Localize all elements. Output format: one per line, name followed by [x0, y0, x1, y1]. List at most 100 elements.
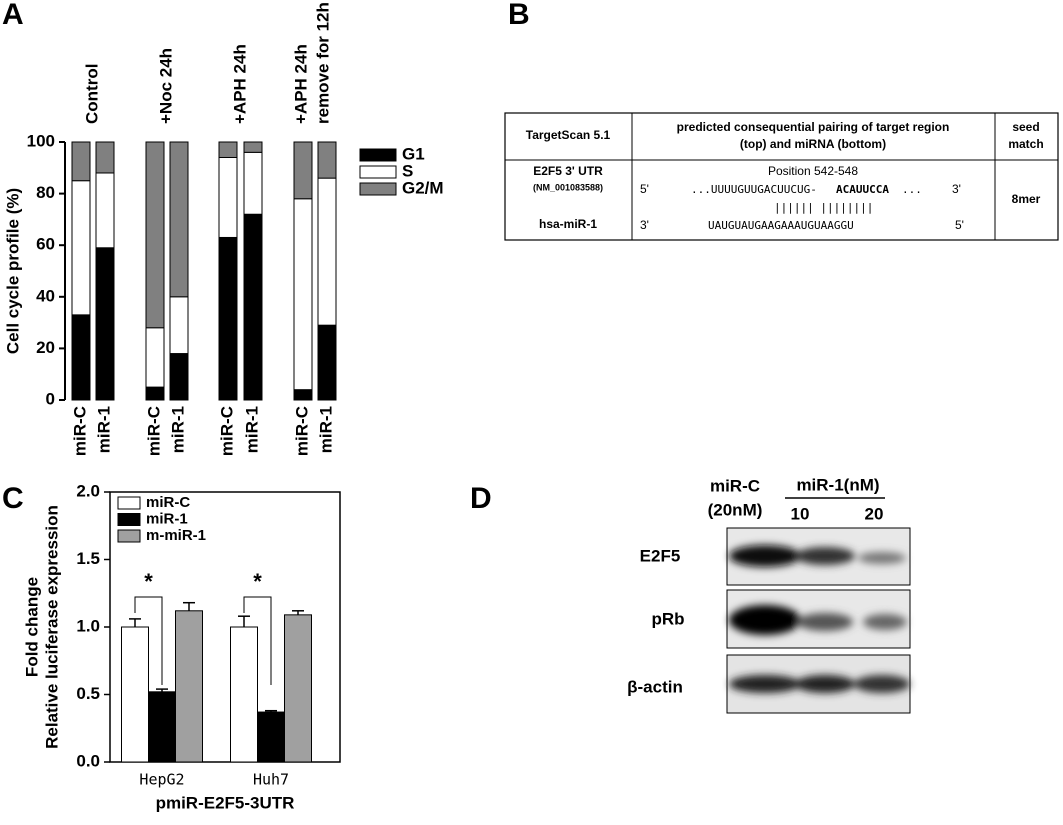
bar-segment: [243, 151, 263, 215]
legend-label: G2/M: [402, 178, 444, 197]
bar-segment: [71, 314, 91, 401]
y-tick-label: 0: [46, 389, 55, 408]
y-tick-label: 1.0: [76, 616, 100, 635]
table-border: [504, 112, 1059, 241]
x-axis-title: pmiR-E2F5-3UTR: [156, 793, 295, 812]
legend-label: m-miR-1: [146, 527, 206, 544]
panel-label: B: [508, 0, 530, 31]
end-label: 5': [955, 218, 964, 232]
y-axis-title: Cell cycle profile (%): [3, 188, 22, 354]
bar-segment: [218, 141, 238, 158]
bar-segment: [71, 141, 91, 182]
seed-match: 8mer: [1012, 192, 1041, 206]
bar: [148, 691, 176, 763]
panel-d: D miR-C (20nM) miR-1(nM) 10 20 E2F5 pRb …: [470, 475, 911, 714]
sequence: UAUGUAUGAAGAAAUGUAAGGU: [708, 219, 854, 232]
band: [795, 547, 855, 565]
legend-swatch: [117, 513, 141, 526]
bar-segment: [317, 324, 337, 401]
table-header: match: [1008, 137, 1043, 151]
band: [795, 675, 855, 693]
table-header: (top) and miRNA (bottom): [740, 137, 886, 151]
bar-segment: [145, 386, 165, 401]
legend-swatch: [117, 496, 141, 510]
lane-label: (20nM): [708, 500, 763, 519]
legend-label: S: [402, 161, 413, 180]
row-label: β-actin: [627, 677, 683, 696]
bar-segment: [71, 180, 91, 316]
bar: [257, 711, 285, 763]
x-tick-label: miR-1: [242, 406, 261, 453]
bar-segment: [169, 141, 189, 298]
x-tick-label: miR-1: [94, 406, 113, 453]
band: [797, 613, 853, 631]
significance-bracket: [134, 596, 163, 685]
legend-swatch: [359, 148, 397, 162]
legend-label: G1: [402, 144, 425, 163]
x-tick-label: HepG2: [139, 771, 184, 789]
bar-segment: [243, 141, 263, 153]
panel-label: D: [470, 482, 492, 515]
bar-segment: [293, 389, 313, 401]
pairing: |||||| ||||||||: [774, 201, 873, 214]
target-name: E2F5 3' UTR: [533, 164, 603, 178]
legend-swatch: [117, 529, 141, 543]
y-tick-label: 100: [27, 131, 55, 150]
band: [863, 614, 907, 630]
row-label: pRb: [651, 609, 684, 628]
y-tick-label: 20: [36, 338, 55, 357]
bar-segment: [95, 247, 115, 401]
bar-segment: [95, 141, 115, 174]
legend-swatch: [359, 182, 397, 196]
band: [729, 675, 801, 693]
x-tick-label: miR-C: [217, 406, 236, 456]
y-tick-label: 1.5: [76, 549, 100, 568]
y-tick-label: 0.0: [76, 751, 100, 770]
significance-bracket: [243, 596, 272, 685]
bar-segment: [145, 141, 165, 329]
row-label: E2F5: [640, 546, 681, 565]
legend-swatch: [359, 165, 397, 179]
legend-label: miR-C: [146, 494, 190, 511]
annotation: *: [144, 569, 153, 594]
x-tick-label: Huh7: [253, 771, 289, 789]
group-label: Control: [82, 64, 101, 124]
x-tick-label: miR-C: [144, 406, 163, 456]
bar: [230, 626, 258, 763]
table-header: seed: [1012, 120, 1039, 134]
mirna-name: hsa-miR-1: [539, 217, 597, 231]
bar-segment: [293, 141, 313, 200]
y-axis-title: Fold change: [22, 577, 41, 677]
seed-sequence: ACAUUCCA: [836, 183, 889, 196]
lane-label: 10: [791, 504, 810, 523]
bar: [175, 610, 203, 763]
group-label: +APH 24h: [230, 44, 249, 124]
sequence: ...UUUUGUUGACUUCUG-: [691, 183, 817, 196]
bar-segment: [218, 156, 238, 238]
position: Position 542-548: [768, 164, 858, 178]
lane-label: 20: [865, 504, 884, 523]
band: [729, 605, 801, 635]
bar-segment: [218, 236, 238, 401]
bar-segment: [293, 198, 313, 391]
accession: (NM_001083588): [533, 182, 603, 192]
y-tick-label: 0.5: [76, 684, 100, 703]
bar-segment: [243, 213, 263, 401]
lane-label: miR-1(nM): [796, 475, 879, 494]
group-label: +Noc 24h: [156, 48, 175, 124]
lane-label: miR-C: [710, 476, 760, 495]
panel-label: C: [2, 482, 24, 515]
bar: [284, 614, 312, 763]
y-tick-label: 2.0: [76, 481, 100, 500]
bar-segment: [169, 353, 189, 401]
bar: [121, 626, 149, 763]
band: [729, 545, 801, 567]
panel-b: B TargetScan 5.1 predicted consequential…: [504, 0, 1059, 241]
band: [858, 552, 906, 564]
y-tick-label: 40: [36, 286, 55, 305]
end-label: 3': [952, 182, 961, 196]
x-tick-label: miR-C: [292, 406, 311, 456]
table-header: TargetScan 5.1: [526, 128, 611, 142]
y-axis-title: Relative luciferase expression: [42, 505, 61, 749]
